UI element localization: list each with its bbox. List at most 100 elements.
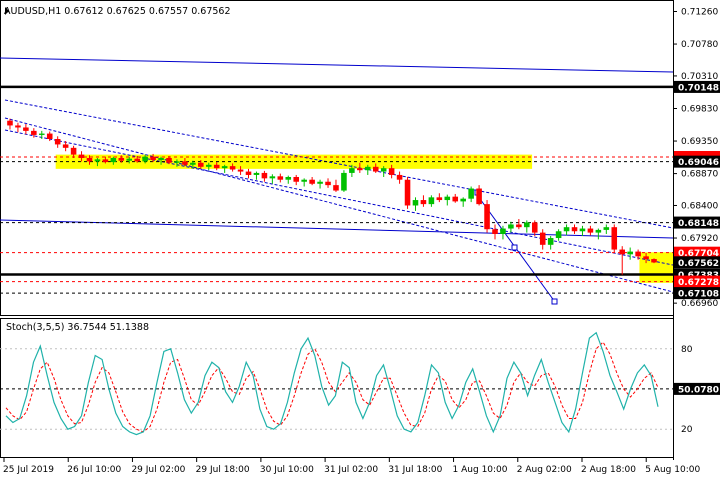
candle-body xyxy=(571,227,578,232)
channel-upper-line xyxy=(4,99,674,229)
candle-body xyxy=(54,139,61,145)
level-tag-label: 0.70148 xyxy=(678,83,719,93)
candle-body xyxy=(484,204,490,230)
price-tick-label: 0.68870 xyxy=(681,170,718,180)
level-tag-label: 0.67278 xyxy=(678,278,719,288)
price-tick-label: 0.70310 xyxy=(681,72,718,82)
candle-body xyxy=(277,176,284,180)
candle-body xyxy=(508,224,514,229)
candle-body xyxy=(468,188,474,199)
candle-body xyxy=(174,161,180,163)
candle-body xyxy=(150,156,156,161)
candle-body xyxy=(524,222,530,228)
candle-body xyxy=(166,158,172,163)
upper-trendline xyxy=(0,57,674,73)
candle-body xyxy=(492,229,498,234)
time-tick-label: 25 Jul 2019 xyxy=(3,465,54,475)
time-tick-label: 2 Aug 02:00 xyxy=(517,465,572,475)
candle-body xyxy=(428,197,435,205)
level-tag-label: 0.67704 xyxy=(678,249,719,259)
level-tag-label: 0.67108 xyxy=(678,290,719,300)
candle-body xyxy=(500,228,506,234)
level-tag xyxy=(674,256,720,269)
level-tag xyxy=(674,287,720,300)
candle-body xyxy=(595,229,602,233)
levels-layer xyxy=(0,85,673,294)
candle-body xyxy=(158,158,164,161)
candle-body xyxy=(182,161,188,165)
price-tick-label: 0.70780 xyxy=(681,40,718,50)
candle-body xyxy=(293,176,300,182)
candle-body xyxy=(412,200,419,206)
candle-body xyxy=(555,231,562,239)
price-ticks-layer: 0.71260 0.70780 0.70310 0.69830 0.69350 0.688… xyxy=(673,7,718,309)
candle-body xyxy=(357,168,363,171)
candle-body xyxy=(134,158,140,162)
time-tick-label: 30 Jul 10:00 xyxy=(260,465,314,475)
time-tick-label: 31 Jul 18:00 xyxy=(388,465,442,475)
stoch-signal-line xyxy=(5,341,659,433)
candle-body xyxy=(579,228,586,232)
candle-body xyxy=(587,228,594,233)
candle-body xyxy=(237,169,244,172)
candle-body xyxy=(245,171,252,175)
candle-body xyxy=(309,179,315,184)
time-tick-label: 2 Aug 18:00 xyxy=(581,465,636,475)
candle-body xyxy=(102,159,109,163)
stoch-main-line xyxy=(5,331,659,436)
candle-body xyxy=(46,133,53,140)
candle-body xyxy=(333,185,339,191)
candle-body xyxy=(15,125,21,128)
candle-body xyxy=(285,176,292,180)
price-tick-label: 0.69350 xyxy=(681,137,718,147)
candle-body xyxy=(261,172,268,179)
candle-body xyxy=(531,222,538,233)
level-tags-layer: 0.701480.690460.681480.677040.675620.673… xyxy=(674,80,720,300)
candle-body xyxy=(627,251,633,255)
candle-body xyxy=(317,181,323,184)
candle-body xyxy=(221,166,228,169)
candle-body xyxy=(205,164,212,167)
candle-body xyxy=(110,158,117,163)
candle-body xyxy=(547,238,554,245)
candles-layer xyxy=(7,118,657,275)
candle-body xyxy=(31,130,37,135)
stoch-level-tag xyxy=(674,382,720,395)
stochastic-layer: 80 20 50.0780 xyxy=(0,331,720,436)
candle-body xyxy=(126,158,133,161)
candle-body xyxy=(229,166,236,170)
candle-body xyxy=(444,196,451,201)
candle-body xyxy=(420,200,427,205)
candle-body xyxy=(396,174,403,180)
level-tag-label: 0.67562 xyxy=(678,259,719,269)
candle-body xyxy=(460,198,466,202)
candle-body xyxy=(619,249,626,255)
candle-body xyxy=(380,168,387,172)
level-tag xyxy=(674,216,720,229)
channel-lower-line xyxy=(4,117,674,293)
stoch-tick-label: 80 xyxy=(681,345,693,355)
candle-body xyxy=(476,188,482,205)
candle-body xyxy=(436,197,443,201)
candle-body xyxy=(635,251,641,257)
candle-body xyxy=(611,227,618,250)
candle-body xyxy=(539,232,546,245)
channel-mid-line xyxy=(4,129,674,266)
anchor-point[interactable] xyxy=(511,244,518,251)
time-tick-label: 31 Jul 02:00 xyxy=(324,465,378,475)
highlight-zone xyxy=(55,154,533,169)
price-tick-label: 0.66960 xyxy=(681,299,718,309)
price-tick-label: 0.71260 xyxy=(681,7,718,17)
candle-body xyxy=(118,158,125,161)
candle-body xyxy=(78,154,85,158)
candle-body xyxy=(388,168,395,175)
anchor-point[interactable] xyxy=(551,298,558,305)
candle-body xyxy=(643,256,649,260)
chart-title: AUDUSD,H1 0.67612 0.67625 0.67557 0.6756… xyxy=(4,6,231,17)
time-tick-label: 29 Jul 02:00 xyxy=(131,465,185,475)
time-tick-label: 1 Aug 10:00 xyxy=(453,465,508,475)
price-tick-label: 0.68400 xyxy=(681,201,718,211)
candle-body xyxy=(516,224,522,228)
